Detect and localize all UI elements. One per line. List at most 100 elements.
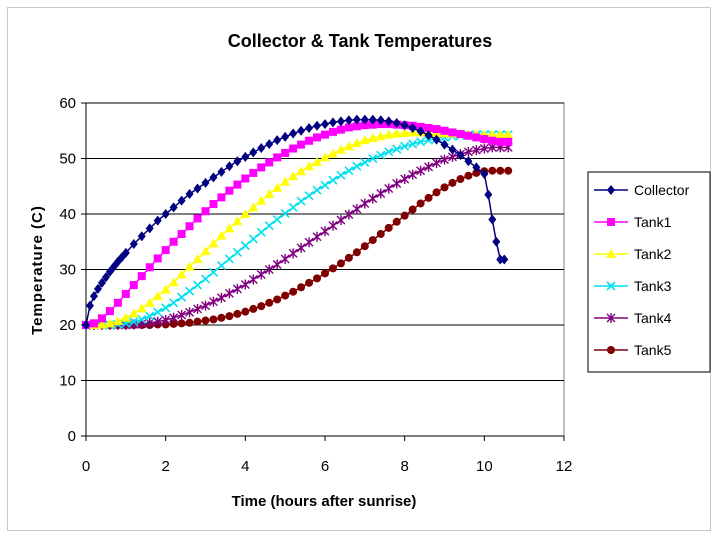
data-point [464,156,473,167]
data-point [249,168,258,177]
data-point [120,312,131,322]
data-point [208,238,219,248]
data-point [257,302,266,311]
data-point [343,141,354,151]
data-point [313,274,322,283]
data-point [352,114,361,125]
data-point [225,161,234,172]
data-point [145,317,155,328]
data-point [208,267,219,277]
series-layer [81,114,514,330]
data-point [504,137,513,146]
data-point [328,220,338,231]
data-point [488,136,497,145]
data-point [440,139,449,150]
data-point [368,193,378,204]
data-point [328,127,337,136]
x-tick-label: 6 [321,458,329,475]
data-point [217,166,226,177]
data-point [384,223,393,232]
data-point [305,122,314,133]
data-point [185,222,194,231]
data-point [193,303,203,314]
data-point [85,300,94,311]
data-point [472,168,481,177]
data-point [256,227,266,237]
data-point [408,205,417,214]
data-point [216,261,226,271]
data-point [305,278,314,287]
data-point [432,188,441,197]
data-point [392,144,402,154]
series-collector [82,114,509,330]
data-point [217,193,226,202]
data-point [320,226,330,237]
data-point [209,200,218,209]
data-point [304,161,315,171]
data-point [368,236,377,245]
data-point [335,144,346,154]
data-point [448,178,457,187]
data-point [208,296,218,307]
data-point [232,216,243,226]
data-point [352,161,362,171]
data-point [273,295,282,304]
data-point [488,166,497,175]
data-point [97,277,106,288]
data-point [328,117,337,128]
data-point [233,309,242,318]
data-point [224,254,234,264]
data-point [177,310,187,321]
data-point [89,291,98,302]
data-point [400,141,410,151]
data-point [416,137,426,147]
data-point [312,156,323,166]
data-point [101,272,110,283]
data-point [484,189,493,200]
data-point [240,279,250,290]
data-point [265,298,274,307]
data-point [432,157,442,168]
y-tick-label: 60 [59,95,76,112]
data-point [232,283,242,294]
data-point [209,315,218,324]
x-tick-label: 10 [476,458,493,475]
data-point [448,128,457,137]
data-point [256,269,266,280]
data-point [169,202,178,213]
legend-marker [607,185,615,195]
data-point [408,122,417,133]
data-point [152,291,163,301]
data-point [216,292,226,303]
data-point [97,314,106,323]
data-point [296,166,307,176]
data-point [264,189,275,199]
data-point [289,287,298,296]
data-point [249,147,258,158]
data-point [177,229,186,238]
data-point [145,311,155,321]
data-point [472,162,481,173]
x-tick-label: 8 [400,458,408,475]
data-point [249,304,258,313]
data-point [359,135,370,145]
data-point [376,188,386,199]
data-point [112,316,123,326]
data-point [448,144,457,155]
data-point [400,211,409,220]
data-point [360,121,369,130]
data-point [200,274,211,284]
data-point [233,180,242,189]
data-point [313,133,322,142]
legend-marker [607,346,615,354]
legend-marker [607,218,615,226]
data-point [192,253,203,263]
data-point [96,319,107,329]
data-point [440,154,449,165]
data-point [336,170,346,180]
axes: 0 10 20 30 40 50 60 0 2 4 6 8 10 12 [59,95,572,475]
data-point [416,126,425,137]
data-point [113,298,122,307]
data-point [168,277,179,287]
data-point [232,247,242,257]
